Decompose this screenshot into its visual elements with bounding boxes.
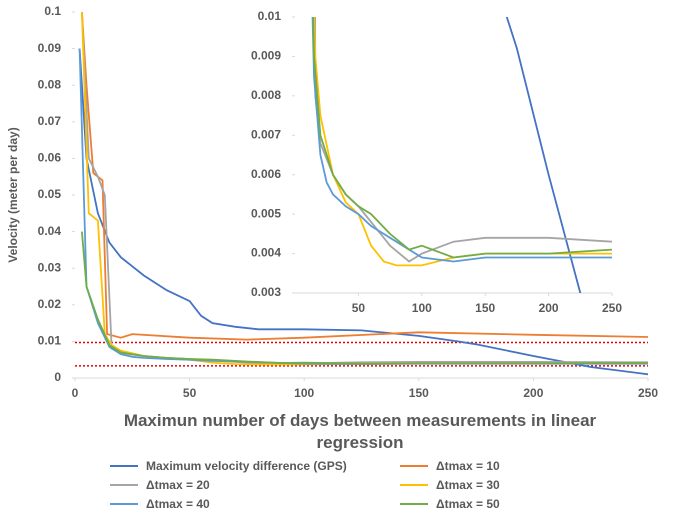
legend-label: Δtmax = 40	[146, 497, 210, 511]
x-tick-label: 50	[183, 386, 197, 400]
y-tick-label: 0.008	[251, 88, 281, 102]
series-line	[81, 231, 648, 365]
legend-swatch	[110, 465, 138, 467]
legend-label: Δtmax = 50	[436, 497, 500, 511]
y-tick-label: 0.01	[38, 334, 62, 348]
plot-area	[75, 12, 648, 376]
x-tick-label: 250	[602, 301, 622, 315]
series-line	[312, 17, 612, 259]
legend-item: Δtmax = 30	[400, 477, 660, 493]
x-tick-label: 100	[412, 301, 432, 315]
legend-label: Maximum velocity difference (GPS)	[146, 459, 347, 473]
y-tick-label: 0.01	[258, 9, 282, 23]
series-line	[78, 48, 648, 376]
legend-item: Δtmax = 50	[400, 496, 660, 512]
series-line	[81, 12, 648, 341]
legend-item: Δtmax = 20	[110, 477, 400, 493]
chart: Velocity (meter per day) 0 0.01 0.02 0.03 0.…	[6, 4, 658, 400]
y-tick-label: 0.05	[38, 187, 62, 201]
x-tick-label: 250	[638, 386, 658, 400]
x-tick-label: 150	[475, 301, 495, 315]
y-tick-label: 0.08	[38, 77, 62, 91]
y-tick-label: 0	[54, 370, 61, 384]
y-tick-label: 0.09	[38, 41, 62, 55]
y-tick-label: 0.02	[38, 297, 62, 311]
y-tick-label: 0.06	[38, 151, 62, 165]
y-tick-label: 0.006	[251, 167, 281, 181]
legend-swatch	[400, 484, 428, 486]
legend-label: Δtmax = 20	[146, 478, 210, 492]
legend: Maximum velocity difference (GPS) Δtmax =…	[110, 458, 670, 512]
series-line	[311, 17, 612, 263]
y-tick-label: 0.07	[38, 114, 62, 128]
x-tick-label: 150	[409, 386, 429, 400]
y-tick-label: 0.003	[251, 285, 281, 299]
plot-area	[311, 17, 612, 293]
legend-label: Δtmax = 10	[436, 459, 500, 473]
series-line	[505, 17, 582, 293]
y-axis-label: Velocity (meter per day)	[6, 127, 20, 262]
y-tick-label: 0.03	[38, 260, 62, 274]
legend-label: Δtmax = 30	[436, 478, 500, 492]
x-tick-label: 200	[523, 386, 543, 400]
y-tick-label: 0.04	[38, 224, 62, 238]
y-tick-label: 0.005	[251, 206, 281, 220]
legend-swatch	[110, 503, 138, 505]
x-axis-label: Maximun number of days between measureme…	[123, 411, 597, 452]
legend-item: Δtmax = 40	[110, 496, 400, 512]
legend-swatch	[400, 465, 428, 467]
y-tick-label: 0.009	[251, 49, 281, 63]
legend-item: Maximum velocity difference (GPS)	[110, 458, 400, 474]
x-tick-label: 50	[352, 301, 366, 315]
y-tick-label: 0.1	[44, 4, 61, 18]
legend-item: Δtmax = 10	[400, 458, 660, 474]
x-tick-label: 0	[72, 386, 79, 400]
y-tick-label: 0.004	[251, 246, 281, 260]
legend-swatch	[110, 484, 138, 486]
y-tick-label: 0.007	[251, 127, 281, 141]
legend-swatch	[400, 503, 428, 505]
inset-background	[295, 17, 612, 293]
x-tick-label: 200	[539, 301, 559, 315]
x-tick-label: 100	[294, 386, 314, 400]
